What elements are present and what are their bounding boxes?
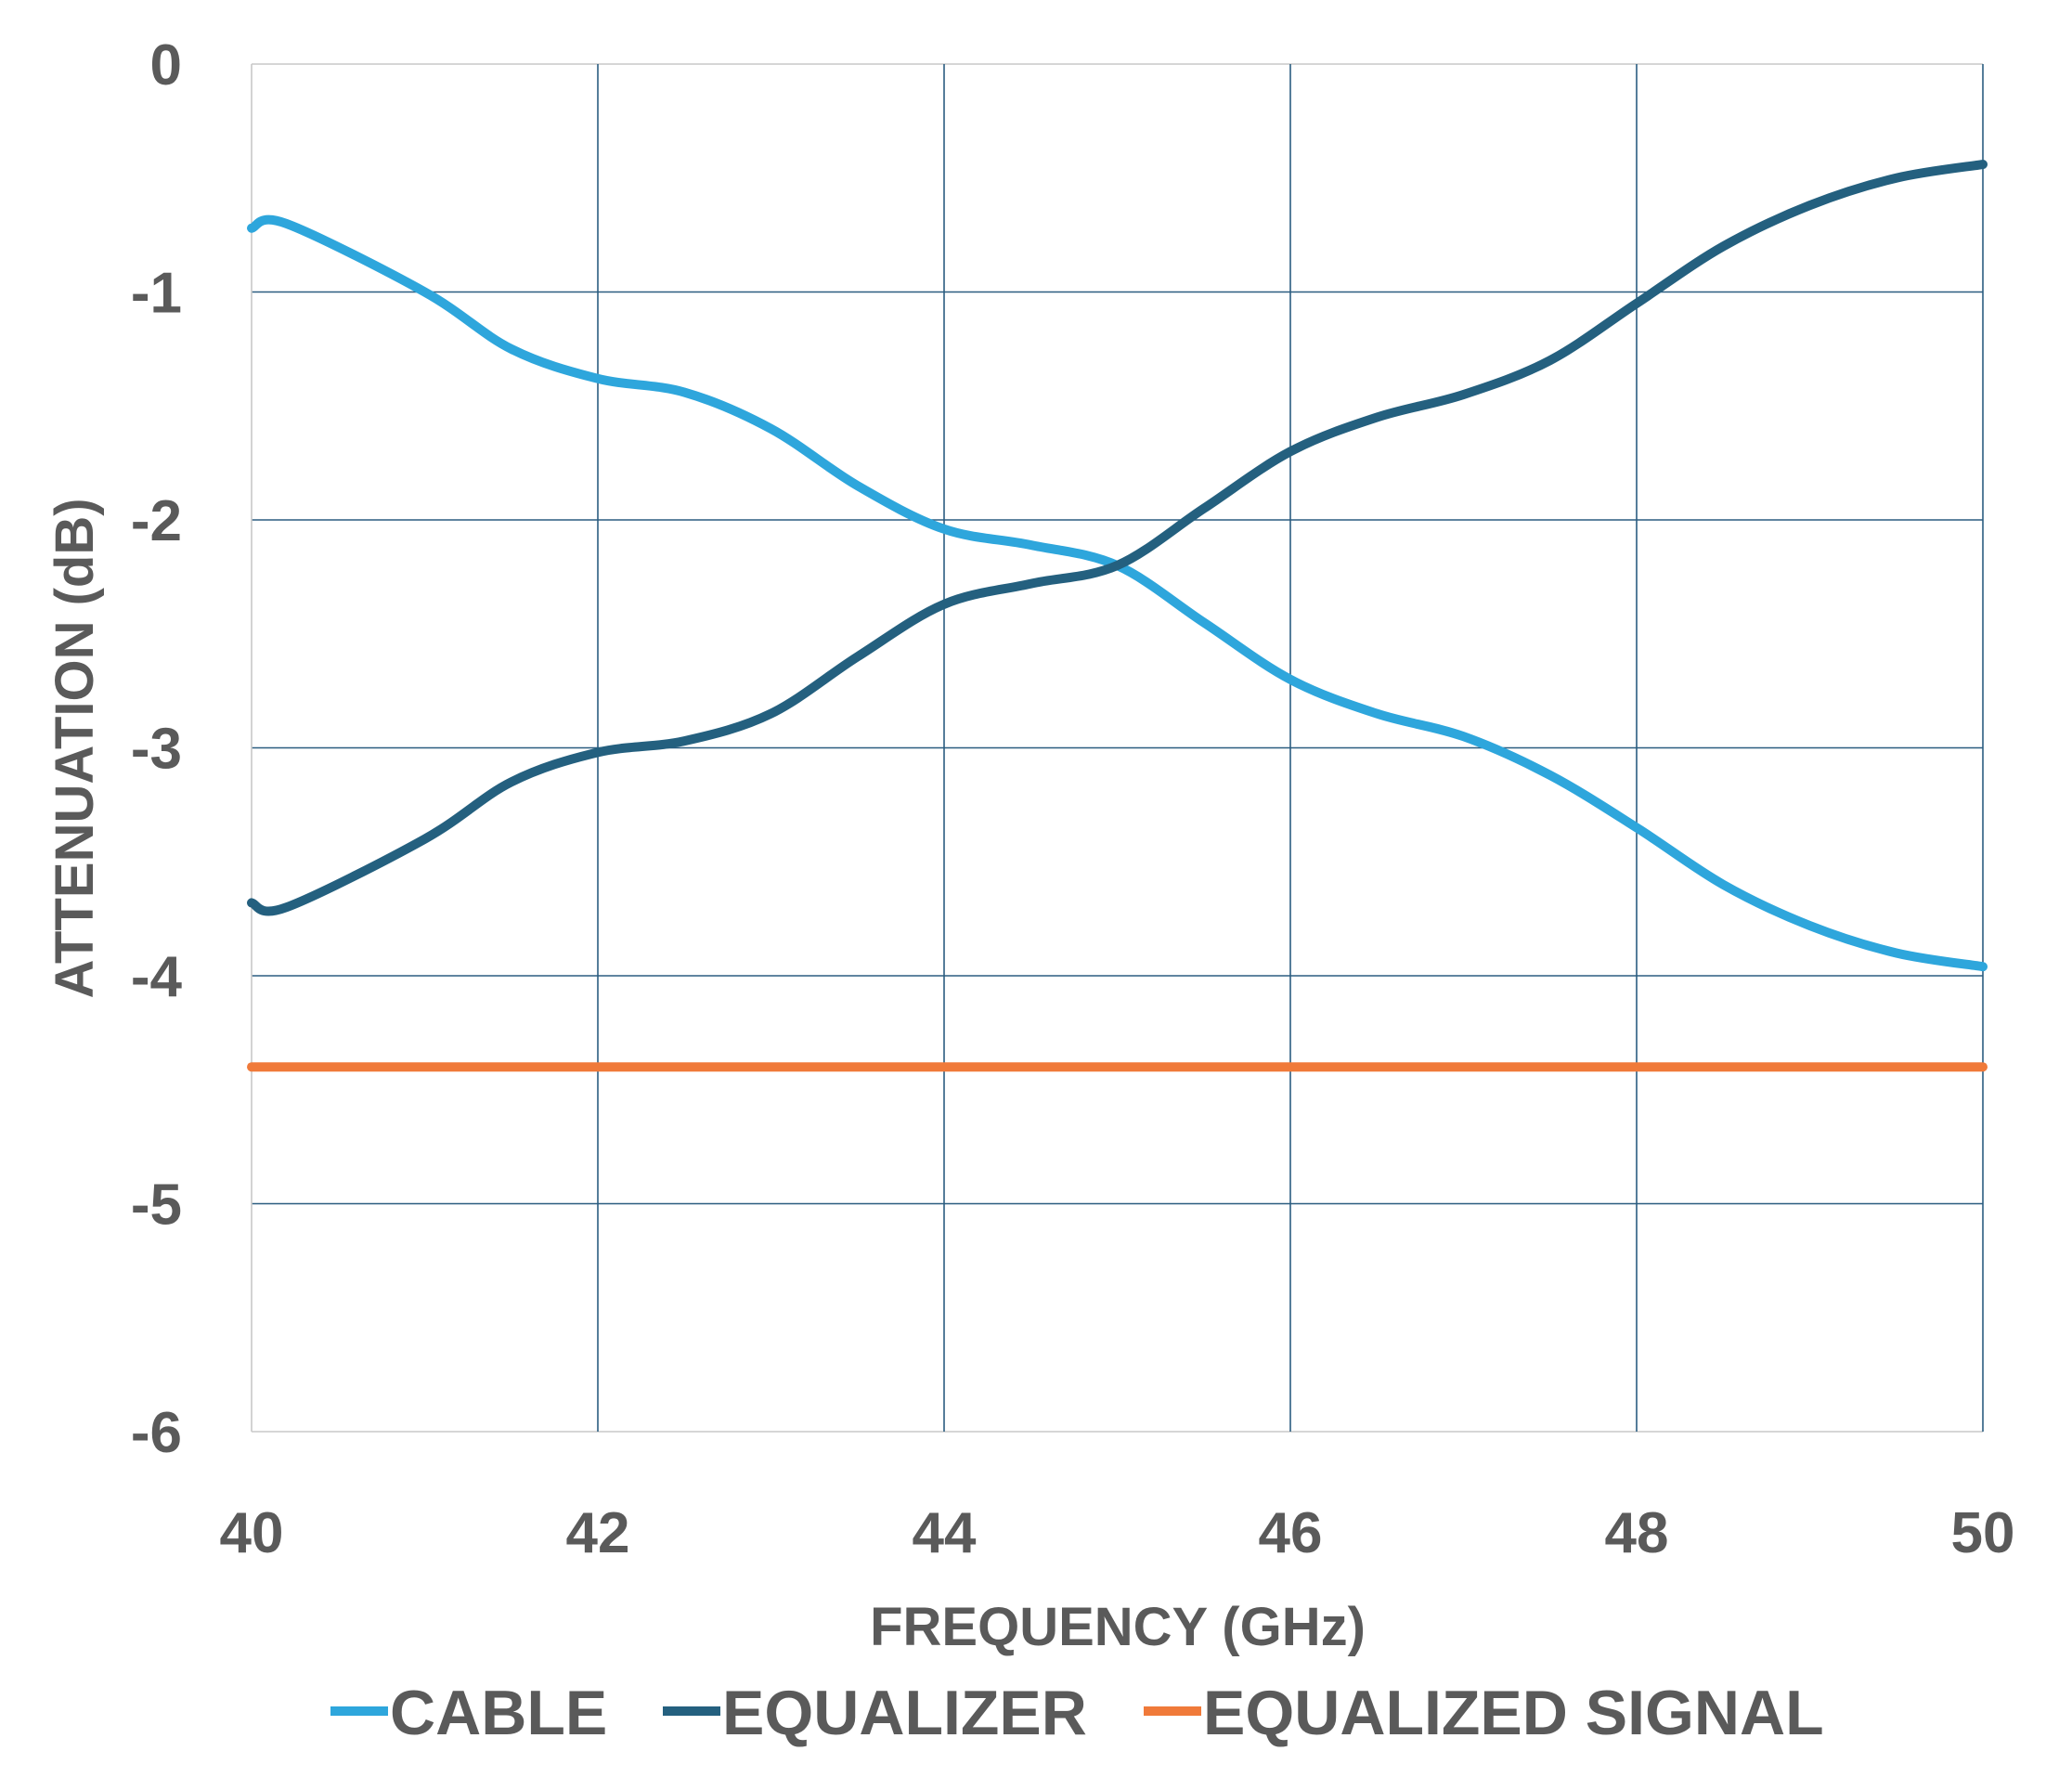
x-tick-labels: 40 42 44 46 48 50: [220, 1501, 2015, 1565]
grid: [251, 63, 1984, 1433]
legend-label: EQUALIZED SIGNAL: [1203, 1678, 1824, 1748]
x-tick-label: 48: [1605, 1501, 1669, 1565]
y-tick-label: -1: [131, 262, 182, 326]
y-tick-label: 0: [150, 33, 182, 97]
y-tick-label: -5: [131, 1174, 182, 1238]
x-tick-label: 44: [913, 1501, 977, 1565]
x-axis-title: FREQUENCY (GHz): [870, 1597, 1366, 1657]
legend-label: CABLE: [390, 1678, 607, 1748]
y-tick-label: -3: [131, 718, 182, 782]
y-tick-label: -4: [131, 945, 183, 1009]
y-tick-labels: 0 -1 -2 -3 -4 -5 -6: [131, 33, 183, 1465]
series-line-equalizer: [247, 160, 1988, 916]
x-tick-label: 42: [566, 1501, 630, 1565]
series-lines: [247, 160, 1988, 1072]
x-tick-label: 50: [1951, 1501, 2015, 1565]
series-line-cable: [247, 214, 1988, 972]
y-tick-label: -2: [131, 489, 182, 553]
legend: CABLE EQUALIZER EQUALIZED SIGNAL: [330, 1678, 1824, 1748]
y-tick-label: -6: [131, 1401, 182, 1465]
x-tick-label: 46: [1259, 1501, 1323, 1565]
y-axis-title: ATTENUATION (dB): [45, 498, 105, 998]
x-tick-label: 40: [220, 1501, 284, 1565]
legend-label: EQUALIZER: [722, 1678, 1087, 1748]
